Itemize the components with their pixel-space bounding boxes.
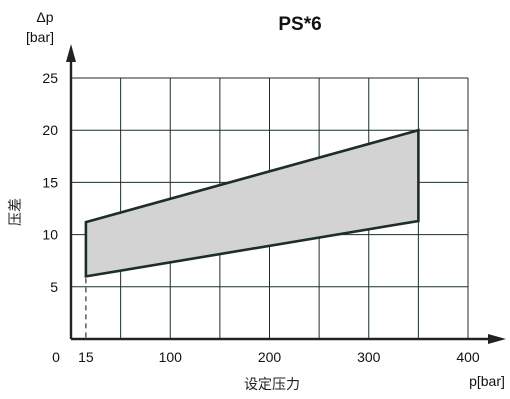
y-axis-unit: [bar] <box>26 29 54 45</box>
axes <box>66 44 506 344</box>
y-axis-arrow <box>66 44 76 62</box>
tick-labels: 15 100 200 300 400 5 10 15 20 25 <box>42 70 479 365</box>
y-tick-label-15: 15 <box>42 174 58 190</box>
y-tick-label-5: 5 <box>50 279 58 295</box>
x-tick-label-400: 400 <box>456 349 480 365</box>
operating-range-area <box>84 128 420 278</box>
y-axis-label: 压差 <box>8 198 24 226</box>
x-axis-label: 设定压力 <box>244 377 300 393</box>
x-axis-unit: p[bar] <box>469 373 505 389</box>
x-axis-arrow <box>488 334 506 344</box>
y-tick-label-25: 25 <box>42 70 58 86</box>
y-tick-label-20: 20 <box>42 122 58 138</box>
x-tick-label-15: 15 <box>78 349 94 365</box>
x-tick-label-200: 200 <box>258 349 282 365</box>
x-origin-label: 0 <box>52 349 60 365</box>
y-axis-symbol: Δp <box>36 9 53 25</box>
chart-title: PS*6 <box>278 14 321 35</box>
x-tick-label-100: 100 <box>159 349 183 365</box>
y-tick-label-10: 10 <box>42 227 58 243</box>
x-tick-label-300: 300 <box>357 349 381 365</box>
